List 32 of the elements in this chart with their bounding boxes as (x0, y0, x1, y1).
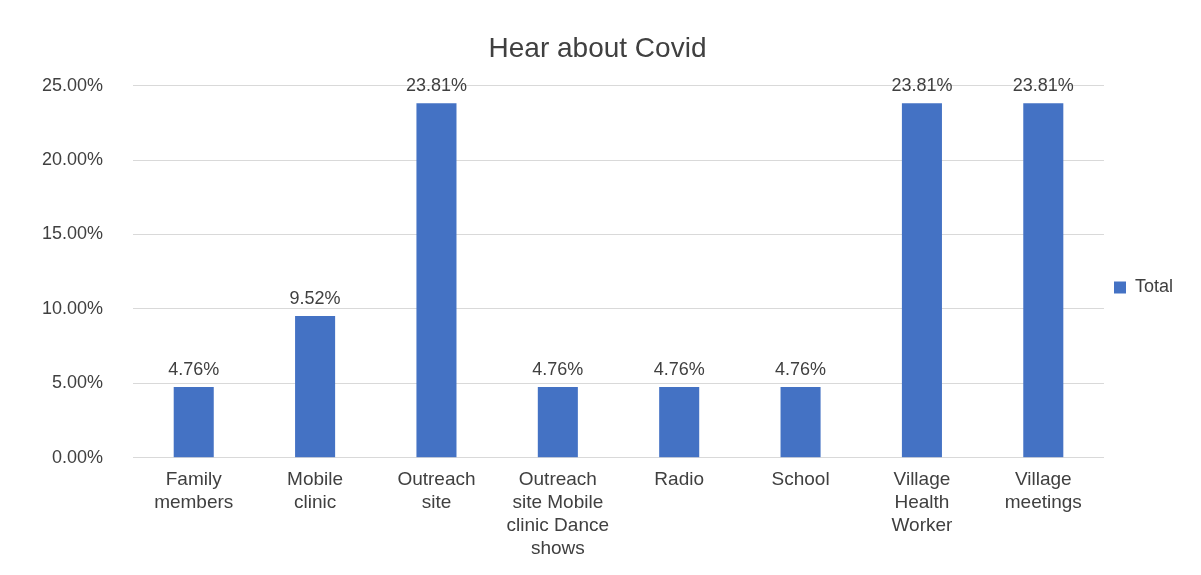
bar (659, 386, 700, 458)
bar (780, 386, 821, 458)
y-tick-label: 5.00% (52, 372, 104, 393)
bar (1023, 103, 1064, 458)
x-tick-label: Family members (154, 468, 234, 513)
x-tick-label: Mobile clinic (287, 468, 344, 513)
x-tick-label: School (771, 468, 830, 490)
y-tick-label: 20.00% (41, 149, 104, 170)
chart-title: Hear about Covid (488, 31, 707, 63)
y-tick-label: 10.00% (41, 297, 104, 318)
data-label: 4.76% (532, 358, 584, 379)
data-label: 4.76% (775, 358, 827, 379)
data-label: 23.81% (405, 75, 467, 96)
x-tick-label: Outreach site Mobile clinic Dance shows (506, 468, 610, 558)
bar (537, 386, 578, 458)
x-tick-label: Outreach site (397, 468, 476, 513)
data-label: 4.76% (653, 358, 705, 379)
y-tick-label: 15.00% (41, 223, 104, 244)
data-label: 23.81% (891, 75, 953, 96)
x-tick-label: Radio (654, 468, 705, 490)
bar (416, 103, 457, 458)
bar (173, 386, 214, 458)
y-tick-label: 25.00% (41, 74, 104, 95)
legend-label: Total (1134, 276, 1174, 297)
y-tick-label: 0.00% (52, 446, 104, 467)
x-tick-label: Village Health Worker (891, 468, 954, 536)
data-label: 23.81% (1012, 75, 1074, 96)
data-label: 4.76% (168, 358, 220, 379)
bar (295, 316, 336, 458)
bar (901, 103, 942, 458)
data-label: 9.52% (289, 288, 341, 309)
x-tick-label: Village meetings (1004, 468, 1082, 513)
